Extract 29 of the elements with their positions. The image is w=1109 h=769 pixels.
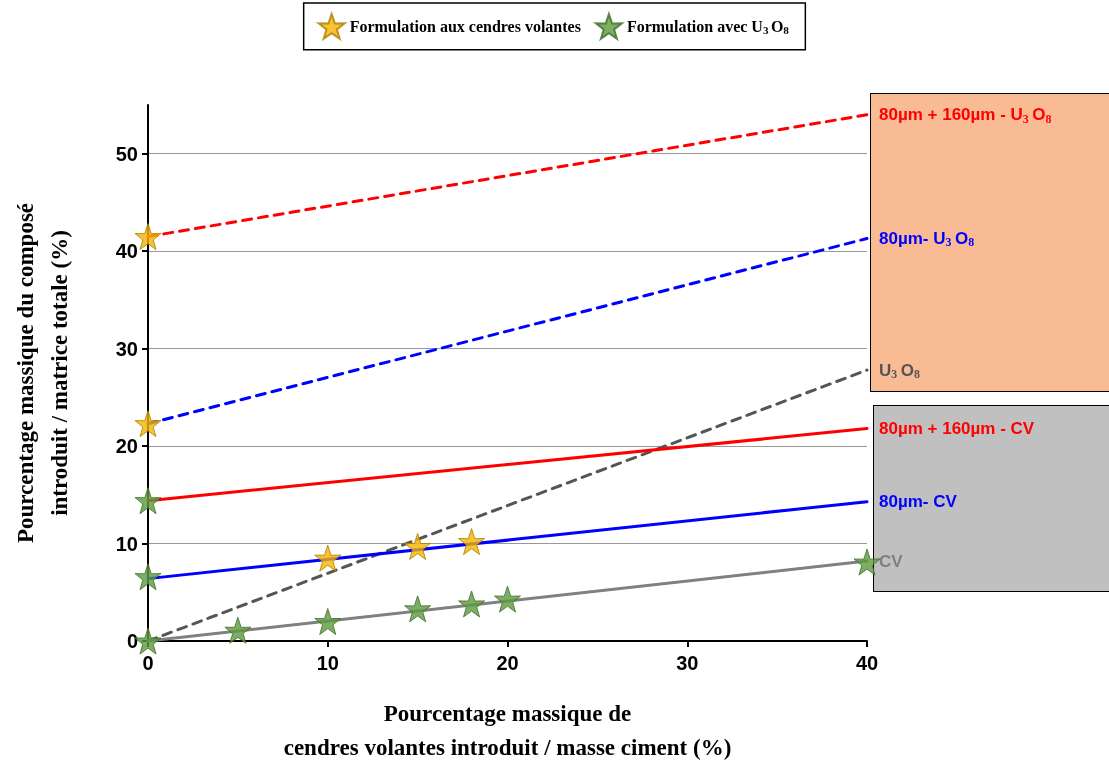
point bbox=[404, 532, 432, 560]
x-tick-label: 40 bbox=[855, 652, 879, 674]
point bbox=[314, 608, 342, 636]
point bbox=[458, 590, 486, 618]
x-axis-title: Pourcentage massique de cendres volantes introduit / masse ciment (%) bbox=[283, 700, 732, 760]
legend-label: Formulation aux cendres volantes bbox=[349, 17, 581, 35]
point bbox=[853, 548, 881, 576]
y-tick-label: 50 bbox=[115, 142, 138, 165]
point bbox=[314, 544, 342, 572]
x-tick-label: 20 bbox=[496, 652, 519, 674]
y-axis-title: Pourcentage massique du composé introduit / matrice totale (%) bbox=[12, 202, 72, 544]
point bbox=[458, 528, 486, 556]
y-tick-label: 30 bbox=[115, 337, 138, 360]
point bbox=[224, 616, 252, 644]
point bbox=[494, 585, 521, 613]
y-tick-label: 20 bbox=[115, 435, 138, 458]
x-tick-label: 0 bbox=[142, 652, 154, 674]
series-label: 80µm + 160µm - CV bbox=[879, 419, 1035, 439]
x-tick-label: 30 bbox=[676, 652, 699, 674]
point bbox=[134, 487, 162, 515]
point bbox=[134, 410, 162, 438]
y-tick-label: 10 bbox=[115, 532, 138, 555]
x-tick-label: 10 bbox=[316, 652, 339, 674]
series-label: CV bbox=[879, 551, 904, 571]
point bbox=[404, 595, 432, 623]
y-tick-label: 40 bbox=[115, 240, 138, 263]
series-label: 80µm- CV bbox=[879, 492, 958, 512]
y-tick-label: 0 bbox=[126, 630, 138, 652]
point bbox=[134, 563, 162, 591]
